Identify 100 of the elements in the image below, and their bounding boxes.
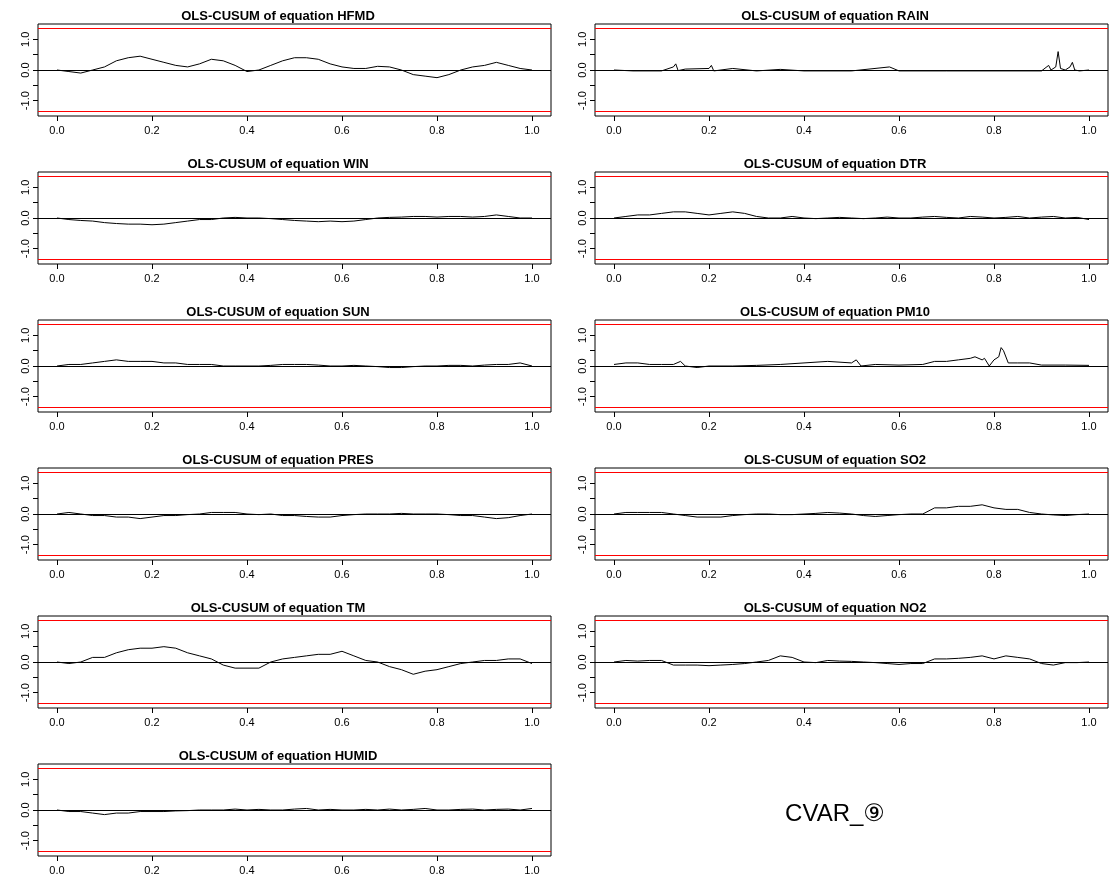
x-tick-label: 0.0	[49, 123, 65, 136]
x-tick-label: 0.6	[334, 567, 350, 580]
x-tick-label: 0.6	[891, 271, 907, 284]
x-tick-label: 0.8	[429, 419, 445, 432]
chart-title: OLS-CUSUM of equation PRES	[182, 452, 375, 467]
x-tick-label: 1.0	[1081, 271, 1097, 284]
y-tick-label: -1.0	[18, 91, 31, 111]
x-tick-label: 0.6	[891, 715, 907, 728]
x-tick-label: 0.2	[701, 567, 717, 580]
x-tick-label: 0.2	[701, 123, 717, 136]
y-tick-label: -1.0	[18, 387, 31, 407]
x-tick-label: 0.2	[701, 271, 717, 284]
x-tick-label: 0.8	[986, 567, 1002, 580]
x-tick-label: 1.0	[524, 271, 540, 284]
x-tick-label: 0.4	[239, 419, 255, 432]
chart-title: OLS-CUSUM of equation SO2	[744, 452, 926, 467]
text: CVAR_⑨	[785, 798, 885, 826]
x-tick-label: 0.2	[144, 123, 160, 136]
y-tick-label: 0.0	[575, 210, 588, 226]
x-tick-label: 0.2	[144, 271, 160, 284]
x-tick-label: 0.8	[986, 419, 1002, 432]
y-tick-label: 1.0	[18, 31, 31, 47]
x-tick-label: 0.0	[606, 715, 622, 728]
x-tick-label: 0.6	[891, 123, 907, 136]
y-tick-label: 1.0	[575, 179, 588, 195]
y-tick-label: -1.0	[575, 683, 588, 703]
x-tick-label: 0.4	[796, 271, 812, 284]
x-tick-label: 0.6	[891, 567, 907, 580]
x-tick-label: 1.0	[524, 419, 540, 432]
x-tick-label: 0.4	[239, 123, 255, 136]
x-tick-label: 0.4	[239, 863, 255, 876]
x-tick-label: 1.0	[1081, 567, 1097, 580]
y-tick-label: -1.0	[575, 535, 588, 555]
y-tick-label: -1.0	[575, 239, 588, 259]
y-tick-label: 1.0	[18, 475, 31, 491]
y-tick-label: 0.0	[18, 62, 31, 78]
x-tick-label: 0.6	[891, 419, 907, 432]
x-tick-label: 0.8	[986, 715, 1002, 728]
y-tick-label: -1.0	[18, 683, 31, 703]
x-tick-label: 0.0	[49, 271, 65, 284]
x-tick-label: 0.4	[239, 271, 255, 284]
x-tick-label: 1.0	[524, 123, 540, 136]
y-tick-label: 1.0	[18, 771, 31, 787]
y-tick-label: 1.0	[18, 623, 31, 639]
y-tick-label: -1.0	[575, 91, 588, 111]
y-tick-label: 0.0	[18, 802, 31, 818]
y-tick-label: -1.0	[575, 387, 588, 407]
x-tick-label: 0.6	[334, 123, 350, 136]
y-tick-label: 0.0	[18, 506, 31, 522]
x-tick-label: 0.8	[429, 567, 445, 580]
y-tick-label: 1.0	[575, 623, 588, 639]
y-tick-label: -1.0	[18, 239, 31, 259]
y-tick-label: 1.0	[575, 475, 588, 491]
x-tick-label: 0.4	[239, 567, 255, 580]
x-tick-label: 0.0	[606, 123, 622, 136]
y-tick-label: -1.0	[18, 535, 31, 555]
x-tick-label: 0.2	[701, 419, 717, 432]
chart-title: OLS-CUSUM of equation SUN	[186, 304, 370, 319]
x-tick-label: 0.0	[606, 567, 622, 580]
y-tick-label: 0.0	[18, 358, 31, 374]
y-tick-label: 1.0	[575, 327, 588, 343]
y-tick-label: -1.0	[18, 831, 31, 851]
y-tick-label: 1.0	[18, 179, 31, 195]
y-tick-label: 0.0	[18, 210, 31, 226]
chart-title: OLS-CUSUM of equation WIN	[187, 156, 369, 171]
x-tick-label: 0.2	[701, 715, 717, 728]
x-tick-label: 0.0	[49, 863, 65, 876]
x-tick-label: 0.2	[144, 419, 160, 432]
y-tick-label: 0.0	[575, 506, 588, 522]
x-tick-label: 0.0	[49, 567, 65, 580]
x-tick-label: 1.0	[1081, 419, 1097, 432]
y-tick-label: 0.0	[575, 62, 588, 78]
x-tick-label: 0.6	[334, 271, 350, 284]
chart-title: OLS-CUSUM of equation PM10	[740, 304, 930, 319]
x-tick-label: 0.8	[986, 123, 1002, 136]
x-tick-label: 0.6	[334, 419, 350, 432]
x-tick-label: 0.0	[49, 419, 65, 432]
x-tick-label: 0.4	[796, 123, 812, 136]
x-tick-label: 1.0	[524, 715, 540, 728]
x-tick-label: 0.6	[334, 863, 350, 876]
x-tick-label: 0.2	[144, 567, 160, 580]
chart-title: OLS-CUSUM of equation DTR	[743, 156, 927, 171]
y-tick-label: 1.0	[18, 327, 31, 343]
chart-title: OLS-CUSUM of equation TM	[190, 600, 366, 615]
x-tick-label: 0.4	[796, 715, 812, 728]
y-tick-label: 1.0	[575, 31, 588, 47]
x-tick-label: 0.8	[429, 271, 445, 284]
x-tick-label: 0.6	[334, 715, 350, 728]
x-tick-label: 0.4	[239, 715, 255, 728]
x-tick-label: 0.0	[606, 419, 622, 432]
x-tick-label: 0.8	[429, 715, 445, 728]
x-tick-label: 0.4	[796, 567, 812, 580]
chart-title: OLS-CUSUM of equation RAIN	[741, 8, 929, 23]
x-tick-label: 1.0	[1081, 123, 1097, 136]
x-tick-label: 1.0	[1081, 715, 1097, 728]
y-tick-label: 0.0	[575, 358, 588, 374]
x-tick-label: 0.2	[144, 715, 160, 728]
x-tick-label: 1.0	[524, 863, 540, 876]
x-tick-label: 0.2	[144, 863, 160, 876]
x-tick-label: 0.4	[796, 419, 812, 432]
